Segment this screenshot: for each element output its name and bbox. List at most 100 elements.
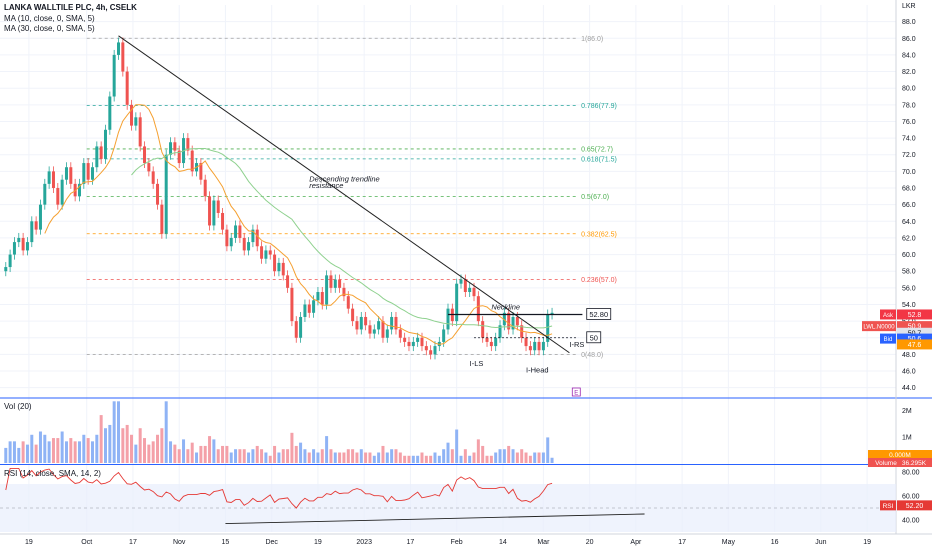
volume-bar: [398, 452, 402, 463]
ask-label: Ask: [883, 313, 894, 319]
candle-body: [121, 42, 125, 72]
rsi-tick-label: 40.00: [902, 518, 920, 525]
candle-body: [216, 200, 220, 213]
volume-bar: [281, 449, 285, 463]
volume-bar: [86, 438, 90, 463]
volume-bar: [117, 401, 121, 463]
rsi-tag-value: 52.20: [906, 503, 924, 510]
volume-bar: [390, 449, 394, 463]
candle-body: [138, 117, 142, 147]
x-tick-label: 14: [499, 539, 507, 546]
volume-bar: [34, 444, 38, 463]
y-tick-label: 56.0: [902, 285, 916, 292]
y-tick-label: 58.0: [902, 269, 916, 276]
candle-body: [364, 316, 368, 326]
volume-bar: [455, 429, 459, 463]
candle-body: [385, 329, 389, 338]
candle-body: [212, 200, 216, 226]
volume-bar: [355, 452, 359, 463]
volume-bar: [537, 452, 541, 463]
volume-legend[interactable]: Vol (20): [4, 402, 32, 411]
volume-bar: [108, 424, 112, 463]
y-tick-label: 70.0: [902, 169, 916, 176]
candle-body: [472, 287, 476, 297]
neckline-box: [586, 308, 612, 320]
x-tick-label: May: [722, 539, 736, 546]
y-tick-label: 68.0: [902, 186, 916, 193]
last-value: 50.9: [908, 324, 922, 331]
volume-bar: [407, 455, 411, 463]
candle-body: [524, 337, 528, 347]
candle-body: [103, 129, 107, 159]
y-tick-label: 76.0: [902, 119, 916, 126]
bid-value-bg: [897, 333, 932, 344]
volume-bar: [507, 445, 511, 463]
x-tick-label: 2023: [356, 539, 372, 546]
candle-body: [69, 167, 73, 184]
volume-bar: [359, 449, 363, 463]
candle-body: [247, 242, 251, 251]
trendline-label-2: resistance: [309, 181, 343, 190]
candle-body: [442, 329, 446, 342]
volume-bar: [463, 449, 467, 463]
volume-bar: [156, 434, 160, 463]
candle-body: [156, 183, 160, 205]
volume-bar: [21, 441, 25, 463]
volume-bar: [8, 441, 12, 463]
volume-bar: [38, 431, 42, 463]
volume-bar: [277, 452, 281, 463]
candle-body: [177, 150, 181, 164]
x-tick-label: 16: [771, 539, 779, 546]
ma30-legend[interactable]: MA (30, close, 0, SMA, 5): [4, 24, 95, 33]
candle-body: [151, 171, 155, 184]
volume-bar: [459, 455, 463, 463]
candle-body: [476, 296, 480, 322]
volume-bar: [450, 449, 454, 463]
candle-body: [143, 146, 147, 164]
left-shoulder-label: I-LS: [470, 359, 484, 368]
fib-level-label: 0(48.0): [581, 352, 603, 359]
volume-bar: [498, 449, 502, 463]
volume-bar: [268, 455, 272, 463]
x-tick-label: 15: [222, 539, 230, 546]
volume-bar: [212, 439, 216, 463]
trendline-label-1: Descending trendline: [309, 174, 379, 183]
y-tick-label: 84.0: [902, 52, 916, 59]
x-tick-label: Feb: [451, 539, 463, 546]
volume-bar: [481, 445, 485, 463]
volume-bar: [234, 449, 238, 463]
candle-body: [203, 179, 207, 197]
candle-body: [38, 204, 42, 230]
volume-bar: [195, 452, 199, 463]
candle-body: [398, 329, 402, 338]
candle-body: [381, 321, 385, 338]
volume-bar: [130, 434, 134, 463]
candle-body: [455, 283, 459, 322]
candle-body: [403, 337, 407, 342]
candle-body: [60, 179, 64, 205]
volume-bar: [273, 445, 277, 463]
candle-body: [294, 321, 298, 338]
candle-body: [251, 229, 255, 243]
candle-body: [255, 229, 259, 247]
rsi-legend[interactable]: RSI (14, close, SMA, 14, 2): [4, 469, 101, 478]
candle-body: [355, 321, 359, 330]
candle-body: [489, 341, 493, 347]
candle-body: [277, 262, 281, 272]
x-tick-label: Nov: [173, 539, 186, 546]
volume-bar: [151, 441, 155, 463]
candle-body: [130, 104, 134, 126]
candle-body: [134, 117, 138, 126]
neckline-label: Neckline: [491, 302, 520, 311]
candle-body: [99, 146, 103, 159]
volume-bar: [294, 445, 298, 463]
volume-bar: [494, 452, 498, 463]
volume-bar: [60, 431, 64, 463]
volume-bar: [502, 449, 506, 463]
candle-body: [95, 146, 99, 168]
volume-bar: [541, 452, 545, 463]
ma10-legend[interactable]: MA (10, close, 0, SMA, 5): [4, 14, 95, 23]
volume-bar: [290, 432, 294, 463]
volume-tag-label: Volume: [875, 460, 897, 467]
